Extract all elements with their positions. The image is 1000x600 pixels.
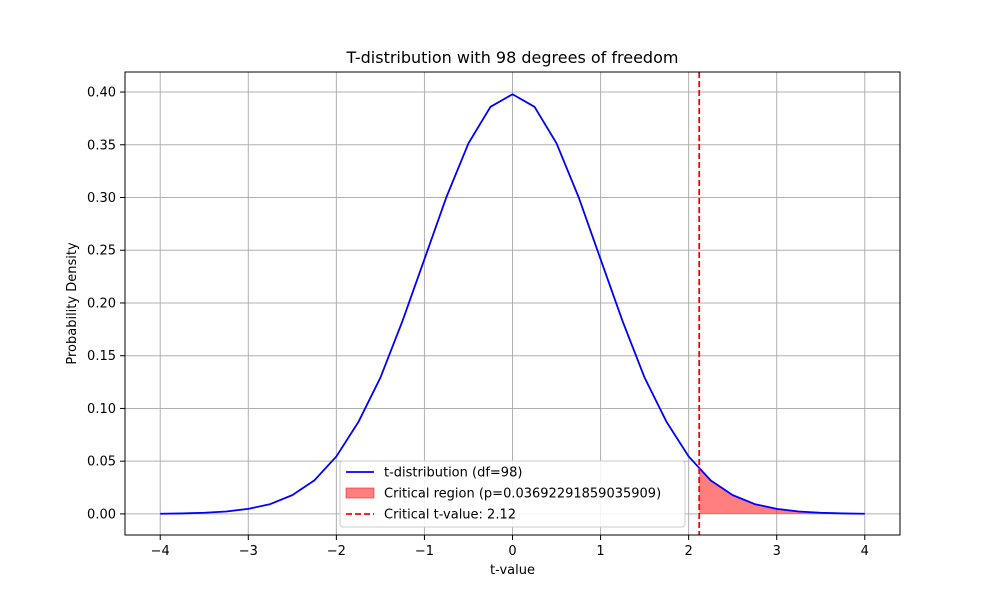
- chart-title: T-distribution with 98 degrees of freedo…: [346, 48, 679, 67]
- y-tick-label: 0.40: [87, 86, 116, 101]
- y-tick-label: 0.20: [87, 296, 116, 311]
- x-axis-title: t-value: [490, 563, 535, 578]
- x-tick-label: 3: [773, 544, 781, 559]
- x-tick-label: −1: [415, 544, 434, 559]
- y-tick-label: 0.00: [87, 507, 116, 522]
- axis-ticks: −4 −3 −2 −1 0 1 2 3 4 0.00 0.05 0.10 0.15 0.20 0.25 0.3…: [87, 86, 869, 559]
- x-tick-label: 0: [508, 544, 516, 559]
- y-tick-label: 0.30: [87, 191, 116, 206]
- x-tick-label: 4: [861, 544, 869, 559]
- y-tick-label: 0.25: [87, 244, 116, 259]
- legend: t-distribution (df=98) Critical region (p…: [339, 460, 686, 528]
- y-tick-label: 0.05: [87, 455, 116, 470]
- y-tick-label: 0.15: [87, 349, 116, 364]
- x-tick-label: 1: [596, 544, 604, 559]
- x-tick-label: −3: [239, 544, 258, 559]
- legend-area-swatch: [345, 487, 375, 499]
- x-tick-label: 2: [684, 544, 692, 559]
- plot-series: [160, 72, 865, 535]
- x-tick-label: −2: [327, 544, 346, 559]
- legend-label: Critical region (p=0.03692291859035909): [384, 487, 661, 502]
- x-tick-label: −4: [151, 544, 170, 559]
- legend-label: Critical t-value: 2.12: [384, 508, 516, 523]
- t-distribution-curve: [160, 93, 865, 515]
- legend-box: [339, 460, 686, 528]
- y-axis-title: Probability Density: [65, 242, 80, 365]
- legend-label: t-distribution (df=98): [384, 466, 522, 481]
- critical-region-area: [699, 468, 865, 514]
- y-tick-label: 0.35: [87, 138, 116, 153]
- y-tick-label: 0.10: [87, 402, 116, 417]
